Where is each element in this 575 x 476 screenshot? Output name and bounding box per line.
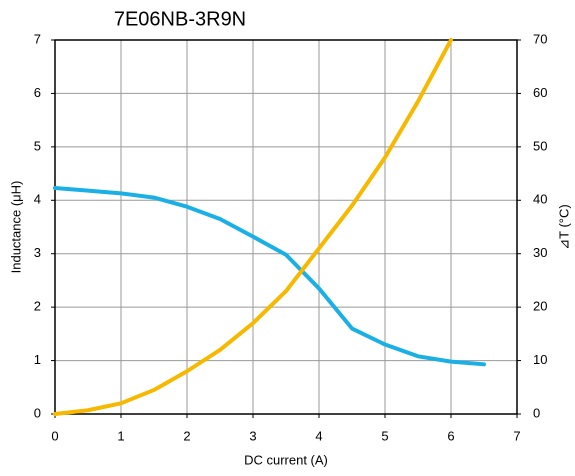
x-tick-label: 3 — [249, 428, 256, 443]
x-tick-label: 6 — [447, 428, 454, 443]
data-line — [53, 38, 453, 416]
x-tick-label: 2 — [183, 428, 190, 443]
y2-tick-label: 50 — [533, 138, 547, 153]
y-tick-label: 6 — [34, 85, 41, 100]
x-tick-label: 0 — [51, 428, 58, 443]
y-tick-label: 4 — [34, 192, 41, 207]
y-tick-label: 7 — [34, 31, 41, 46]
data-line — [53, 185, 486, 367]
x-tick-label: 5 — [381, 428, 388, 443]
y-tick-label: 2 — [34, 299, 41, 314]
y2-tick-label: 40 — [533, 192, 547, 207]
plot-frame — [54, 39, 518, 415]
y-tick-label: 0 — [34, 405, 41, 420]
y2-tick-label: 0 — [533, 405, 540, 420]
x-axis-label: DC current (A) — [244, 452, 328, 467]
x-tick-label: 1 — [117, 428, 124, 443]
x-tick-label: 7 — [513, 428, 520, 443]
y2-tick-label: 60 — [533, 85, 547, 100]
y-axis-label: Inductance (μH) — [8, 181, 23, 274]
y2-tick-label: 20 — [533, 299, 547, 314]
x-tick-label: 4 — [315, 428, 322, 443]
y2-axis-label: ⊿T (°C) — [556, 204, 571, 249]
y2-tick-label: 10 — [533, 352, 547, 367]
y-tick-label: 1 — [34, 352, 41, 367]
chart-title: 7E06NB-3R9N — [114, 8, 246, 30]
y2-tick-label: 30 — [533, 245, 547, 260]
y-tick-label: 5 — [34, 138, 41, 153]
y-tick-label: 3 — [34, 245, 41, 260]
y2-tick-label: 70 — [533, 31, 547, 46]
